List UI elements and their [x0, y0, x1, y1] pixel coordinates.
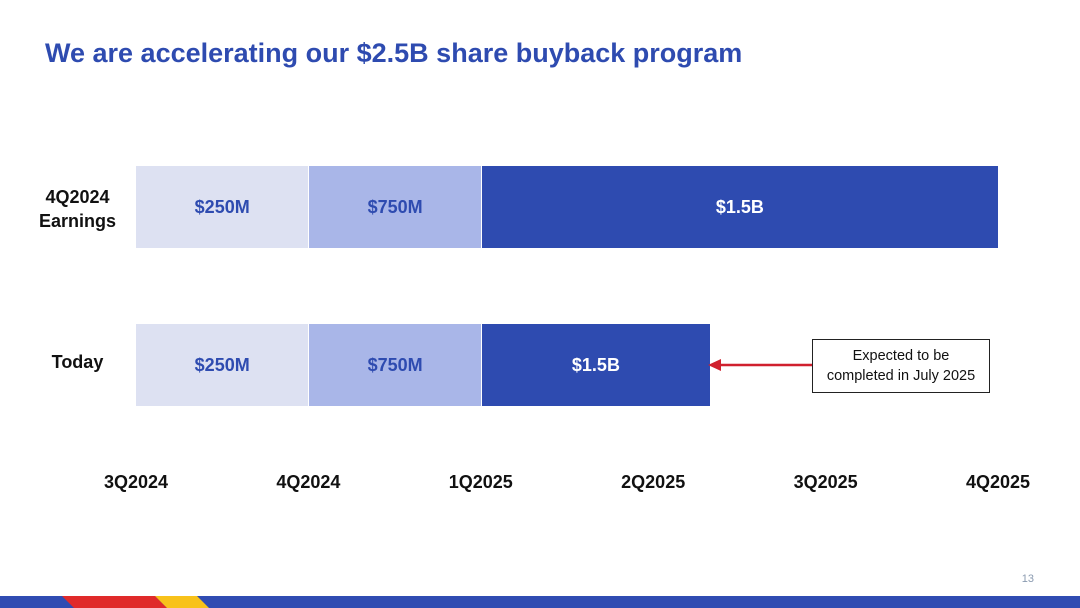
x-tick-label: 2Q2025: [621, 472, 686, 492]
bar-segment-label: $1.5B: [715, 196, 764, 217]
x-tick-label: 1Q2025: [448, 472, 513, 492]
x-tick-label: 4Q2025: [965, 472, 1031, 492]
bar-segment: $1.5B: [480, 166, 998, 248]
callout-line: Expected to be: [852, 348, 950, 364]
arrow-icon: [708, 359, 814, 371]
bar-segment: $250M: [136, 324, 309, 406]
callout-line: completed in July 2025: [826, 368, 976, 384]
bar-segment: $750M: [308, 166, 481, 248]
footer-stripe: [0, 596, 1080, 608]
bar-segment-label: $750M: [367, 196, 423, 217]
row-label-line: 4Q2024: [45, 187, 110, 207]
slide-title: We are accelerating our $2.5B share buyb…: [45, 38, 743, 68]
page-number: 13: [1021, 573, 1034, 585]
bar-segment-label: $250M: [194, 196, 250, 217]
x-tick-label: 3Q2024: [103, 472, 169, 492]
row-label-today: Today: [20, 350, 135, 374]
bar-segment: $750M: [308, 324, 481, 406]
x-tick-label: 3Q2025: [793, 472, 858, 492]
row-label-earnings: 4Q2024 Earnings: [20, 185, 135, 233]
bar-segment: $250M: [136, 166, 309, 248]
bar-segment-label: $1.5B: [571, 354, 620, 375]
bar-segment: $1.5B: [480, 324, 711, 406]
bar-segment-label: $250M: [194, 354, 250, 375]
callout-box: Expected to be completed in July 2025: [812, 339, 990, 393]
bar-segment-label: $750M: [367, 354, 423, 375]
x-tick-label: 4Q2024: [276, 472, 341, 492]
row-label-line: Today: [51, 352, 104, 372]
row-label-line: Earnings: [38, 211, 117, 231]
